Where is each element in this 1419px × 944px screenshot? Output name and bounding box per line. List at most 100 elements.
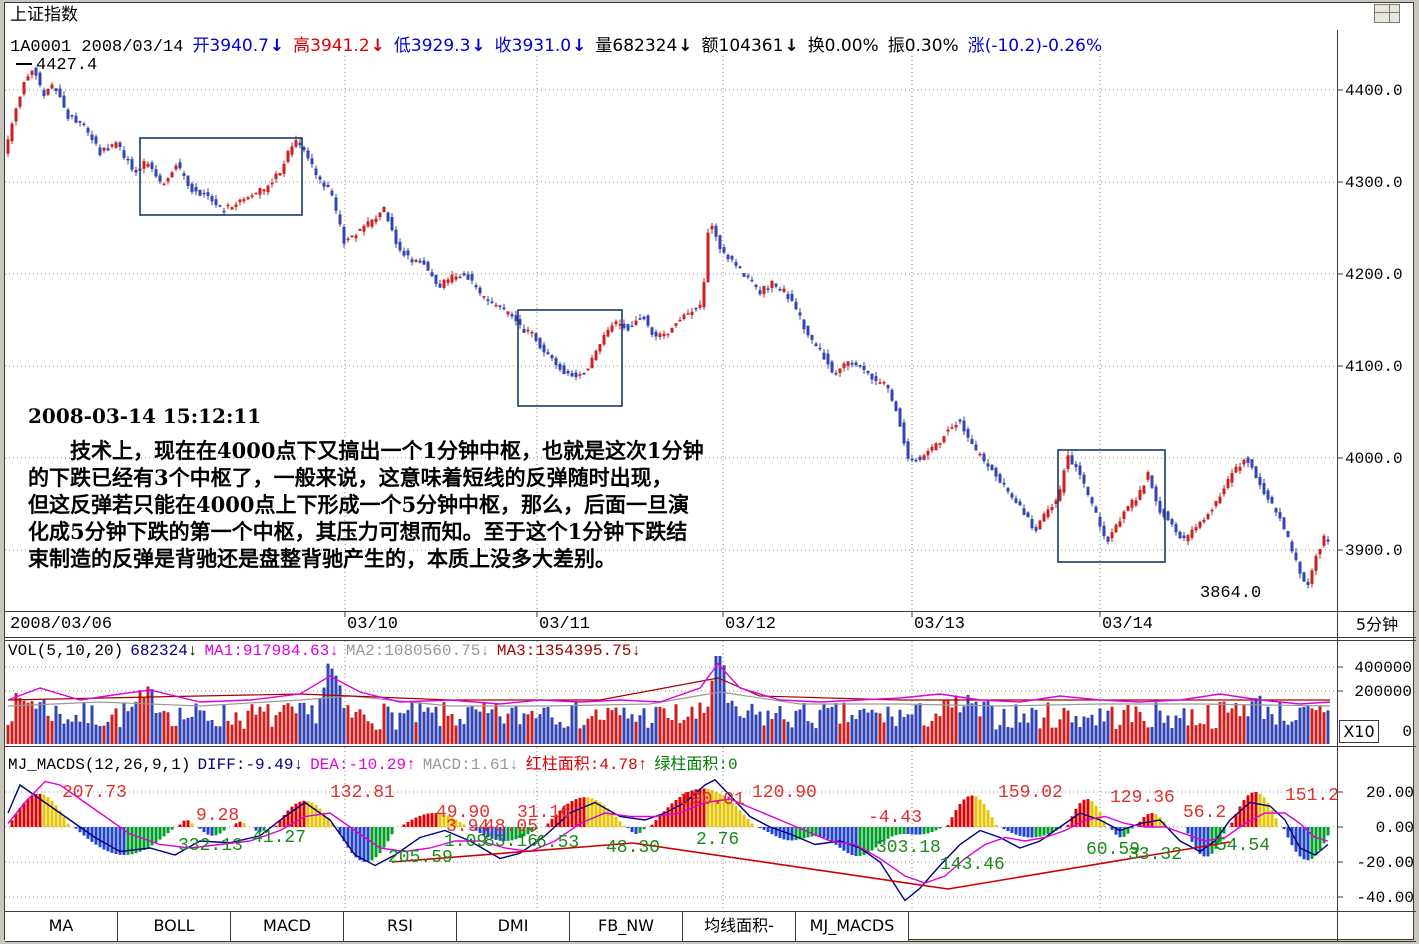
note-line: 的下跌已经有3个中枢了，一般来说，这意味着短线的反弹随时出现， (28, 465, 673, 490)
note-line: 技术上，现在在4000点下又搞出一个1分钟中枢，也就是这次1分钟 (28, 438, 704, 463)
macd-value-label: 41.27 (252, 828, 307, 848)
tab-fb_nw[interactable]: FB_NW (570, 912, 683, 941)
icon-line (1389, 5, 1390, 22)
macd-value-label: 132.81 (330, 783, 395, 803)
macd-value-label: 1.09 (444, 832, 488, 852)
down-arrow-icon: ↓ (293, 756, 304, 774)
price-axis-label: 4300.0 (1345, 174, 1403, 192)
price-axis-label: 3900.0 (1345, 542, 1403, 560)
macd-value-label: 54.54 (1216, 836, 1271, 856)
volume-header-field-text: MA1:917984.63 (204, 642, 330, 660)
volume-header-field: 682324↓ (130, 642, 197, 660)
macd-value-label: 190.01 (680, 790, 745, 810)
volume-scale-multiplier: X10 (1339, 720, 1379, 743)
macd-value-label: 207.73 (62, 783, 127, 803)
macd-header-field-text: 绿柱面积:0 (654, 756, 738, 774)
volume-header-field: MA2:1080560.75↓ (346, 642, 490, 660)
volume-indicator-header: VOL(5,10,20) 682324↓ MA1:917984.63↓ MA2:108… (8, 642, 648, 660)
volume-header-field-text: 682324 (130, 642, 188, 660)
tab-boll[interactable]: BOLL (118, 912, 231, 941)
quote-field: 量682324↓ (595, 31, 692, 56)
panel-divider (5, 611, 1416, 612)
quote-symbol-date: 1A0001 2008/03/14 (10, 38, 184, 57)
tab-ma[interactable]: MA (5, 912, 118, 941)
down-arrow-icon: ↓ (329, 642, 339, 660)
quote-field-text: 振0.30% (887, 36, 959, 56)
quote-field: 涨(-10.2)-0.26% (968, 31, 1102, 56)
macd-value-label: 151.2 (1285, 786, 1340, 806)
macd-axis-label: -20.00 (1356, 854, 1414, 872)
time-axis-label: 03/12 (725, 615, 777, 634)
up-arrow-icon: ↑ (406, 756, 416, 774)
macd-value-label: 3.94 (446, 817, 490, 837)
macd-value-label: 33.32 (1128, 845, 1183, 865)
period-selector[interactable]: 5分钟 (1338, 612, 1416, 637)
panel-divider (5, 911, 1416, 912)
price-axis-label: 4400.0 (1345, 82, 1403, 100)
grid-lines[interactable] (5, 56, 1343, 910)
volume-header-field-text: VOL(5,10,20) (8, 642, 124, 660)
time-axis-label: 03/10 (347, 615, 399, 634)
macd-header-field-text: DEA:-10.29 (310, 756, 407, 774)
quote-field-text: 高3941.2 (293, 36, 370, 56)
main-candlestick-chart[interactable] (6, 66, 1330, 589)
macd-axis-label: -40.00 (1356, 889, 1414, 907)
analysis-note: 2008-03-14 15:12:11 技术上，现在在4000点下又搞出一个1分… (28, 404, 704, 572)
down-arrow-icon: ↓ (509, 756, 519, 774)
volume-header-field: MA1:917984.63↓ (204, 642, 338, 660)
quote-field: 低3929.3↓ (394, 31, 486, 56)
macd-value-label: 205.59 (388, 848, 453, 868)
macd-value-label: 2.76 (696, 830, 740, 850)
macd-value-label: 83.16 (484, 832, 539, 852)
time-axis-label: 2008/03/06 (10, 615, 113, 634)
tab-dmi[interactable]: DMI (457, 912, 570, 941)
note-body: 技术上，现在在4000点下又搞出一个1分钟中枢，也就是这次1分钟 的下跌已经有3个… (28, 437, 704, 572)
macd-header-field-text: DIFF:-9.49 (197, 756, 294, 774)
tab-mj_macds[interactable]: MJ_MACDS (796, 912, 909, 941)
quote-field-text: 涨(-10.2)-0.26% (967, 36, 1103, 56)
period-label: 5分钟 (1355, 615, 1399, 634)
index-title: 上证指数 (10, 5, 78, 25)
quote-field-text: 低3929.3 (393, 36, 471, 56)
panel-divider (5, 637, 1416, 638)
tab-rsi[interactable]: RSI (344, 912, 457, 941)
macd-axis-label: 20.00 (1365, 784, 1414, 802)
note-timestamp: 2008-03-14 15:12:11 (28, 404, 262, 428)
panel-divider (5, 640, 1416, 641)
down-arrow-icon: ↓ (370, 36, 385, 56)
macd-value-label: 48.30 (606, 838, 661, 858)
volume-chart[interactable] (6, 656, 1331, 744)
quote-field: 高3941.2↓ (293, 31, 385, 56)
time-axis-label: 03/14 (1102, 615, 1154, 634)
down-arrow-icon: ↓ (480, 642, 490, 660)
low-price-label: 3864.0 (1200, 584, 1262, 603)
icon-line (1375, 12, 1399, 13)
high-price-label: 4427.4 (36, 56, 98, 75)
down-arrow-icon: ↓ (631, 642, 641, 660)
quote-field-text: 收3931.0 (494, 36, 572, 56)
macd-value-label: 159.02 (998, 783, 1063, 803)
quote-field: 振0.30% (888, 31, 959, 56)
price-axis-label: 4200.0 (1345, 266, 1403, 284)
macd-header-field: DIFF:-9.49↓ (197, 756, 303, 774)
macd-value-label: 31.16 (517, 803, 572, 823)
tab-macd[interactable]: MACD (231, 912, 344, 941)
down-arrow-icon: ↓ (269, 36, 285, 56)
note-line: 化成5分钟下跌的第一个中枢，其压力可想而知。至于这个1分钟下跌结 (28, 519, 688, 544)
macd-chart[interactable] (7, 778, 1330, 902)
macd-value-label: 60.59 (1086, 840, 1141, 860)
note-line: 束制造的反弹是背驰还是盘整背驰产生的，本质上没多大差别。 (28, 546, 616, 571)
macd-indicator-header: MJ_MACDS(12,26,9,1) DIFF:-9.49↓ DEA:-10.29… (8, 750, 745, 774)
tab-均线面积-[interactable]: 均线面积- (683, 912, 796, 941)
macd-axis-label: 0.00 (1375, 819, 1414, 837)
window-restore-icon[interactable] (1374, 4, 1400, 23)
volume-axis-label: 200000 (1354, 683, 1412, 701)
macd-value-label: 303.18 (876, 838, 941, 858)
macd-header-field-text: 红柱面积:4.78 (525, 756, 638, 774)
quote-field-text: 额104361 (701, 36, 784, 56)
macd-value-label: 120.90 (752, 783, 817, 803)
quote-field: 换0.00% (808, 31, 879, 56)
macd-value-label: 48.05 (484, 817, 539, 837)
macd-value-label: 143.46 (940, 855, 1005, 875)
